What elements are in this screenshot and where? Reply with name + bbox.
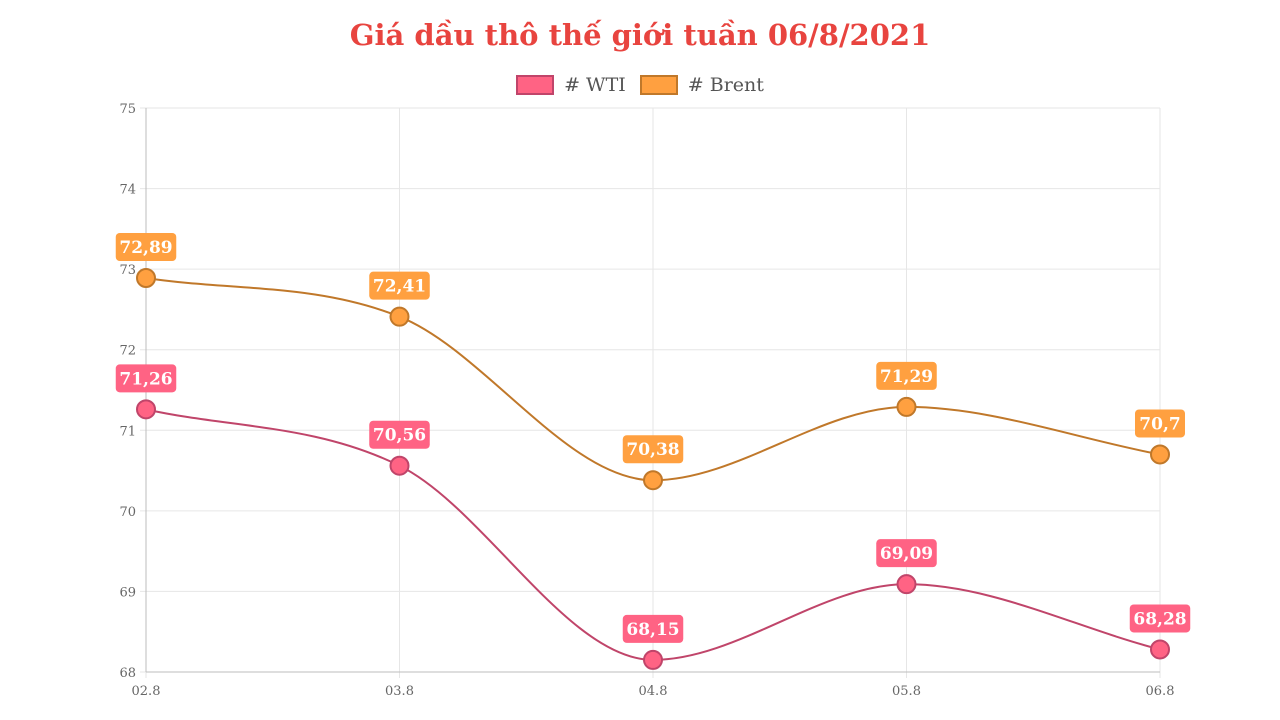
axes: 68 69 70 71 72 73 74 75 02.8 03.8 04.8 05.8 06.8 — [119, 102, 1174, 699]
y-tick-label: 68 — [119, 666, 136, 681]
data-label-brent: 72,41 — [369, 271, 430, 300]
y-tick-label: 69 — [119, 585, 136, 600]
data-label-text: 69,09 — [880, 544, 933, 564]
x-tick-label: 02.8 — [132, 684, 161, 699]
data-label-box — [115, 364, 177, 393]
data-label-wti: 68,15 — [622, 614, 684, 643]
data-label-box — [622, 435, 684, 464]
legend-item-brent[interactable]: # Brent — [639, 74, 764, 96]
data-point-brent[interactable] — [136, 268, 156, 289]
data-label-wti: 68,28 — [1129, 604, 1191, 633]
data-label-box — [876, 539, 937, 568]
data-label-brent: 72,89 — [115, 233, 177, 262]
data-label-box — [369, 420, 430, 449]
data-label-text: 70,38 — [626, 440, 679, 460]
data-label-box — [369, 271, 430, 300]
legend-swatch-wti — [516, 75, 555, 95]
y-tick-label: 75 — [119, 102, 136, 117]
legend-label-brent: # Brent — [687, 74, 764, 96]
data-point-wti[interactable] — [1150, 639, 1170, 660]
data-label-box — [115, 233, 177, 262]
data-point-wti[interactable] — [896, 574, 917, 595]
data-label-box — [1135, 409, 1185, 438]
data-label-text: 72,89 — [119, 238, 172, 258]
data-label-text: 72,41 — [373, 277, 426, 297]
data-label-text: 71,26 — [119, 369, 172, 389]
data-label-wti: 70,56 — [369, 420, 430, 449]
data-label-box — [622, 614, 684, 643]
y-tick-label: 72 — [119, 344, 136, 359]
chart-title: Giá dầu thô thế giới tuần 06/8/2021 — [349, 18, 931, 52]
grid-lines — [140, 107, 1161, 678]
data-label-text: 68,15 — [626, 620, 679, 640]
data-label-brent: 70,38 — [622, 435, 684, 464]
data-label-brent: 70,7 — [1135, 409, 1185, 438]
data-point-wti[interactable] — [643, 649, 663, 670]
data-label-box — [1129, 604, 1191, 633]
data-label-text: 68,28 — [1133, 609, 1186, 629]
data-point-brent[interactable] — [1150, 444, 1170, 465]
legend: # WTI # Brent — [0, 74, 1280, 96]
data-label-text: 71,29 — [880, 367, 933, 387]
x-tick-label: 03.8 — [385, 684, 414, 699]
data-label-wti: 71,26 — [115, 364, 177, 393]
data-point-brent[interactable] — [389, 306, 410, 327]
y-tick-label: 71 — [119, 424, 136, 439]
y-tick-label: 73 — [119, 263, 136, 278]
y-tick-label: 74 — [119, 183, 136, 198]
data-point-wti[interactable] — [136, 399, 156, 420]
legend-swatch-brent — [639, 75, 678, 95]
data-label-wti: 69,09 — [876, 539, 937, 568]
data-points — [136, 268, 1170, 670]
data-labels: 72,89 72,41 70,38 71,29 70,7 71,26 70,56 68,15 6… — [115, 233, 1191, 643]
x-tick-label: 04.8 — [639, 684, 668, 699]
legend-label-wti: # WTI — [564, 74, 626, 96]
y-tick-label: 70 — [119, 505, 136, 520]
x-tick-label: 05.8 — [892, 684, 921, 699]
data-point-wti[interactable] — [389, 455, 410, 476]
x-tick-label: 06.8 — [1146, 684, 1175, 699]
data-point-brent[interactable] — [896, 396, 917, 417]
data-point-brent[interactable] — [643, 470, 663, 491]
data-label-text: 70,7 — [1139, 414, 1180, 434]
legend-item-wti[interactable]: # WTI — [516, 74, 626, 96]
data-label-brent: 71,29 — [876, 361, 937, 390]
data-label-box — [876, 361, 937, 390]
data-label-text: 70,56 — [373, 426, 426, 446]
